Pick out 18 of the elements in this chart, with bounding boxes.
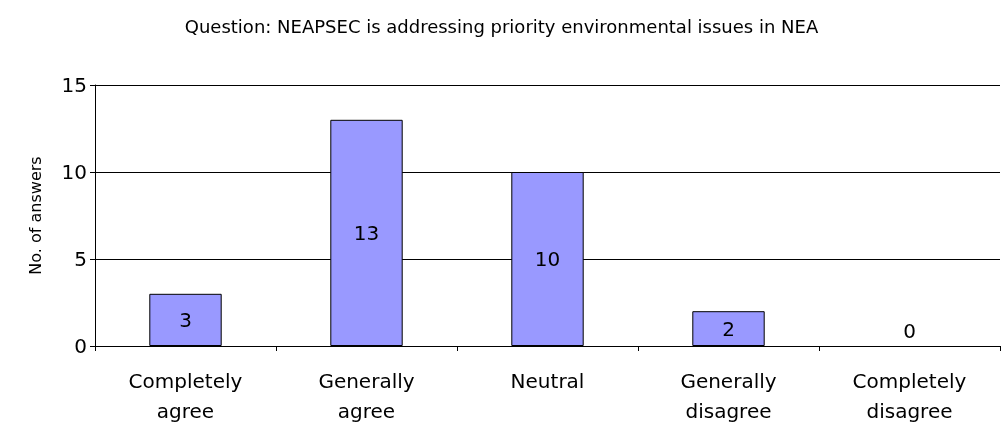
x-tick-label: Neutral (510, 369, 585, 393)
y-tick-label: 15 (61, 73, 87, 97)
y-tick-label: 10 (61, 160, 87, 184)
data-label: 0 (903, 319, 916, 343)
x-tick-label: Generally disagree (680, 369, 777, 423)
x-tick-label: Completely disagree (852, 369, 967, 423)
data-label: 10 (534, 247, 561, 271)
bar (692, 311, 765, 346)
bar (149, 293, 222, 346)
y-axis-title: No. of answers (25, 156, 45, 275)
y-tick-label: 0 (74, 334, 87, 358)
data-label: 13 (353, 220, 380, 245)
data-label: 3 (179, 307, 192, 332)
x-tick-label: Completely agree (128, 369, 243, 423)
x-tick-label: Generally agree (318, 369, 415, 423)
data-label: 2 (722, 316, 735, 341)
y-tick-label: 5 (74, 247, 87, 271)
chart-title: Question: NEAPSEC is addressing priority environmental issues in NEA (184, 15, 819, 37)
